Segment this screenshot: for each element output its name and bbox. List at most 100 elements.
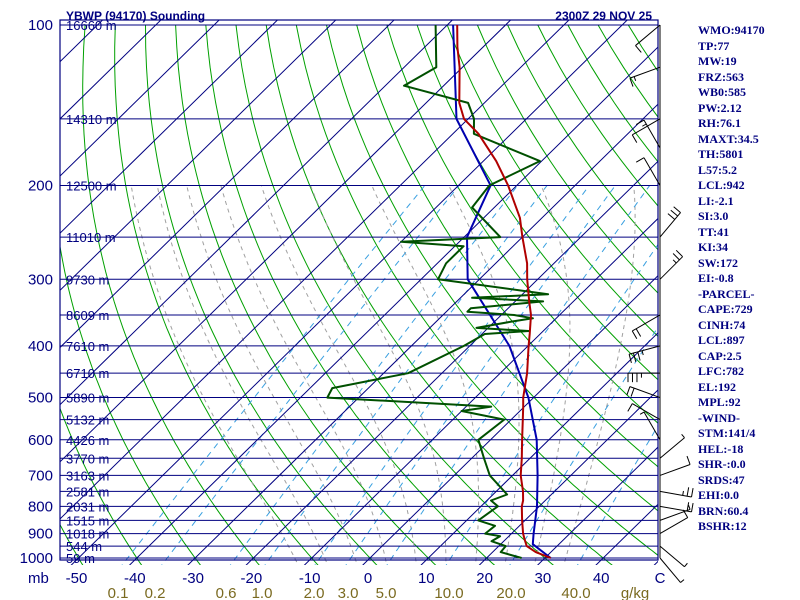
wind-barb: [639, 411, 661, 441]
mixing-ratio-line: [314, 185, 590, 565]
sounding-index: MPL:92: [698, 395, 741, 409]
temperature-tick-label: -20: [241, 570, 263, 587]
sounding-index: SHR-:0.0: [698, 457, 746, 471]
height-label: 12500 m: [66, 178, 117, 193]
sounding-index: LI:-2.1: [698, 193, 734, 208]
sounding-index: TP:77: [698, 38, 730, 53]
isotherm-line: [478, 389, 658, 565]
sounding-index: -WIND-: [698, 410, 740, 425]
pressure-tick-label: 1000: [20, 550, 53, 567]
moist-adiabat-line: [310, 185, 447, 565]
sounding-index: RH:76.1: [698, 116, 741, 130]
pressure-tick-label: 300: [28, 271, 53, 288]
mixing-ratio-label: 1.0: [252, 585, 273, 600]
height-label: 1018 m: [66, 527, 109, 542]
wind-barb: [631, 314, 661, 340]
wind-barb: [659, 455, 691, 476]
dry-adiabat-line: [114, 24, 319, 565]
sounding-index: EL:192: [698, 379, 737, 394]
wind-barb: [631, 118, 661, 143]
mixing-ratio-unit-label: g/kg: [621, 585, 649, 600]
temperature-tick-label: 30: [535, 570, 552, 587]
temperature-tick-label: 40: [593, 570, 610, 587]
sounding-index: TT:41: [698, 224, 730, 239]
moist-adiabat-line: [260, 185, 417, 565]
sounding-index: FRZ:563: [698, 69, 744, 84]
wind-barb: [627, 403, 661, 421]
mixing-ratio-label: 5.0: [376, 585, 397, 600]
moist-adiabat-line: [186, 185, 358, 565]
dry-adiabat-line: [60, 523, 84, 565]
isotherm-line: [60, 20, 570, 520]
chart-timestamp: 2300Z 29 NOV 25: [555, 9, 652, 23]
sounding-index: SRDS:47: [698, 472, 745, 487]
wind-barb: [628, 345, 661, 364]
mixing-ratio-label: 0.6: [216, 585, 237, 600]
dry-adiabat-line: [82, 24, 260, 565]
temperature-trace: [456, 24, 552, 559]
temperature-tick-label: -40: [124, 570, 146, 587]
sounding-index: MAXT:34.5: [698, 131, 759, 146]
sounding-index: LCL:942: [698, 178, 745, 192]
sounding-index: HEL:-18: [698, 441, 744, 456]
sounding-traces: [326, 24, 552, 559]
isotherm-line: [60, 20, 337, 292]
height-label: 544 m: [66, 539, 102, 554]
dry-adiabat-line: [175, 24, 437, 565]
mixing-ratio-label: 3.0: [338, 585, 359, 600]
isotherm-line: [362, 274, 658, 565]
height-label: 5132 m: [66, 413, 109, 428]
temperature-tick-label: -30: [182, 570, 204, 587]
sounding-index: L57:5.2: [698, 162, 737, 177]
wind-profile: [626, 24, 694, 583]
sounding-index: TH:5801: [698, 147, 744, 161]
moist-adiabat-line: [371, 185, 480, 565]
pressure-tick-label: 100: [28, 17, 53, 34]
sounding-index: CAP:2.5: [698, 348, 742, 363]
mixing-ratio-label: 40.0: [561, 585, 590, 600]
isotherm-line: [420, 332, 658, 565]
pressure-tick-label: 900: [28, 526, 53, 543]
height-label: 2581 m: [66, 484, 109, 499]
plot-frame: [59, 19, 659, 561]
mixing-ratio-label: 0.2: [145, 585, 166, 600]
mixing-ratio-line: [445, 243, 658, 565]
mixing-ratio-line: [229, 185, 519, 565]
height-label: 14310 m: [66, 112, 117, 127]
wind-barb: [659, 206, 681, 238]
sounding-index: EI:-0.8: [698, 271, 734, 285]
isotherm-line: [187, 103, 658, 565]
dry-adiabat-line: [416, 24, 658, 381]
wind-barb: [659, 509, 689, 535]
wind-barb: [659, 557, 685, 583]
sounding-index: LFC:782: [698, 364, 744, 378]
height-label: 2031 m: [66, 499, 109, 514]
dry-adiabat-line: [446, 24, 658, 338]
dry-adiabat-line: [145, 24, 378, 565]
isotherm-line: [128, 46, 658, 565]
pressure-tick-label: 400: [28, 338, 53, 355]
moist-adiabat-line: [448, 185, 520, 565]
height-label: 5890 m: [66, 391, 109, 406]
chart-title: YBWP (94170) Sounding: [66, 9, 205, 23]
isobars: [60, 24, 658, 559]
moist-adiabat-line: [130, 185, 299, 565]
height-label: 1515 m: [66, 513, 109, 528]
sounding-index: STM:141/4: [698, 426, 756, 440]
height-label: 11010 m: [66, 230, 116, 245]
mixing-ratio-line: [386, 185, 651, 565]
isotherm-line: [60, 20, 162, 120]
isotherm-line: [60, 20, 279, 234]
sounding-index: CINH:74: [698, 317, 746, 332]
dry-adiabat-line: [476, 24, 658, 294]
mixing-ratio-line: [345, 185, 616, 565]
dry-adiabat-line: [205, 24, 496, 565]
dry-adiabat-line: [60, 407, 143, 565]
isotherm-line: [60, 20, 395, 349]
pressure-tick-label: 600: [28, 432, 53, 449]
height-label: 59 m: [66, 551, 95, 566]
sounding-index: MW:19: [698, 54, 737, 68]
height-label: 8609 m: [66, 308, 109, 323]
dry-adiabat-line: [235, 24, 554, 565]
